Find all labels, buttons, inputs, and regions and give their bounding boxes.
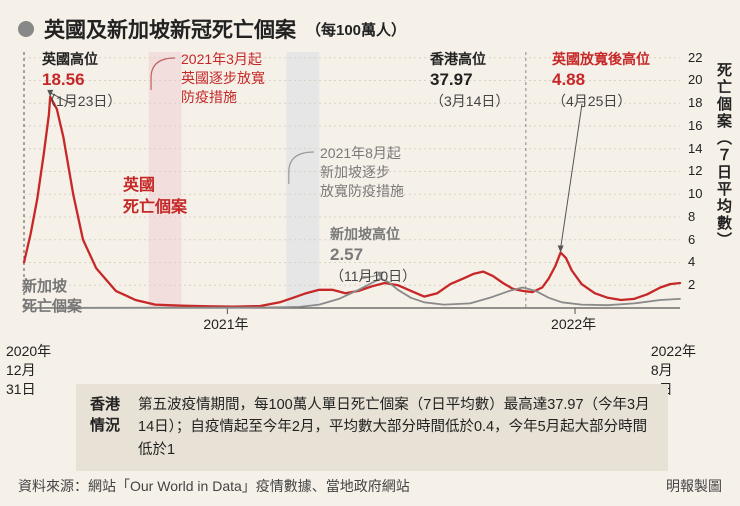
y-tick: 12: [688, 163, 714, 178]
credit-text: 明報製圖: [666, 476, 722, 496]
sg-series-label: 新加坡死亡個案: [22, 277, 82, 318]
y-axis-title: 死亡個案（７日平均數）: [713, 62, 734, 249]
title-bullet-icon: [18, 21, 34, 37]
source-row: 資料來源：網站「Our World in Data」疫情數據、當地政府網站 明報…: [18, 476, 722, 496]
note-body: 第五波疫情期間，每100萬人單日死亡個案（7日平均數）最高達37.97（今年3月…: [138, 394, 654, 461]
x-year-mark: 2021年: [203, 314, 248, 334]
chart-title: 英國及新加坡新冠死亡個案: [44, 14, 296, 44]
y-tick: 6: [688, 232, 714, 247]
uk-series-label: 英國死亡個案: [123, 175, 187, 218]
y-tick: 22: [688, 50, 714, 65]
y-tick: 20: [688, 72, 714, 87]
y-tick: 18: [688, 95, 714, 110]
annot-uk-relax-note: 2021年3月起英國逐步放寬防疫措施: [181, 50, 265, 107]
y-tick: 4: [688, 254, 714, 269]
hk-context-note: 香港 情況 第五波疫情期間，每100萬人單日死亡個案（7日平均數）最高達37.9…: [76, 384, 668, 471]
annot-sg-relax-note: 2021年8月起新加坡逐步放寬防疫措施: [320, 144, 404, 201]
y-tick: 10: [688, 186, 714, 201]
title-row: 英國及新加坡新冠死亡個案 （每100萬人）: [18, 14, 406, 44]
annot-hk-peak: 香港高位37.97（3月14日）: [430, 50, 509, 111]
chart-subtitle: （每100萬人）: [306, 19, 406, 40]
annot-uk-peak: 英國高位18.56（1月23日）: [42, 50, 121, 111]
source-text: 資料來源：網站「Our World in Data」疫情數據、當地政府網站: [18, 476, 410, 496]
sg-relax-band: [286, 52, 319, 308]
note-heading: 香港 情況: [90, 394, 138, 461]
y-tick: 16: [688, 118, 714, 133]
y-tick: 14: [688, 141, 714, 156]
y-tick: 8: [688, 209, 714, 224]
x-year-mark: 2022年: [551, 314, 596, 334]
x-axis-start-label: 2020年 12月 31日: [6, 342, 51, 399]
y-tick: 2: [688, 277, 714, 292]
annot-sg-peak: 新加坡高位2.57（11月10日）: [330, 225, 416, 286]
annot-uk-post-relax-peak: 英國放寬後高位4.88（4月25日）: [552, 50, 650, 111]
